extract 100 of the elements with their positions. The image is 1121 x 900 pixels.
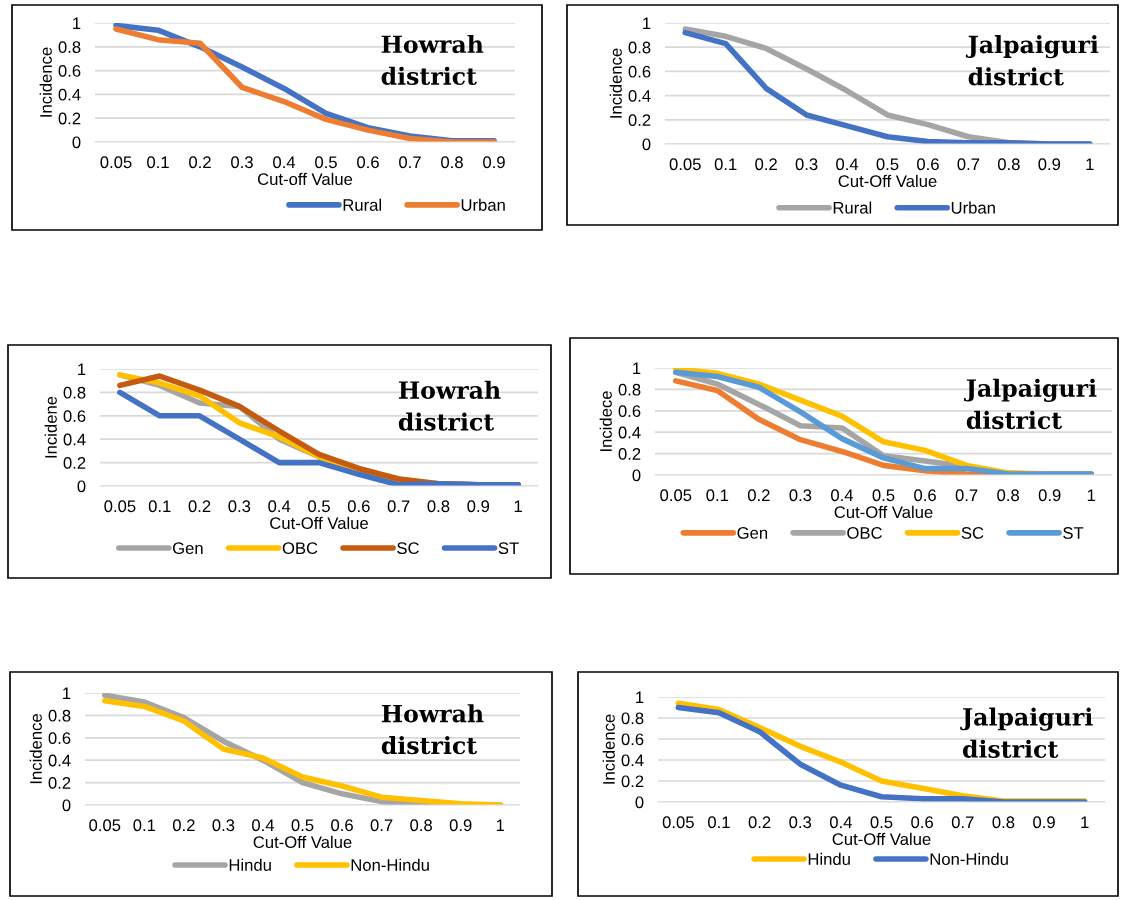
x-tick-label: 0.8 <box>441 156 463 169</box>
x-tick-label: 0.2 <box>189 156 211 169</box>
x-tick-label: 0.4 <box>831 489 854 502</box>
x-axis-title: Cut-off Value <box>257 172 353 186</box>
x-tick-label: 0.1 <box>148 500 171 513</box>
x-tick-label: 0.3 <box>789 816 812 829</box>
legend-label: ST <box>498 542 519 555</box>
x-tick-label: 0.2 <box>755 158 777 171</box>
x-tick-label: 0.05 <box>104 500 136 513</box>
x-tick-label: 1 <box>496 819 505 831</box>
x-tick-label: 0.5 <box>872 489 895 502</box>
x-tick-label: 0.1 <box>133 819 156 832</box>
legend-label: OBC <box>847 527 882 539</box>
y-axis-title: Incidence <box>602 714 615 784</box>
y-tick-label: 1 <box>73 17 81 30</box>
x-tick-label: 0.1 <box>714 158 737 171</box>
x-tick-label: 0.4 <box>836 158 859 171</box>
x-tick-label: 0.6 <box>917 158 939 171</box>
y-tick-label: 0.4 <box>621 754 644 767</box>
y-tick-label: 1 <box>633 362 641 375</box>
x-tick-label: 0.8 <box>997 489 1019 502</box>
x-tick-label: 0.8 <box>427 500 450 513</box>
y-tick-label: 0.2 <box>628 114 651 126</box>
y-tick-label: 0 <box>72 136 81 149</box>
x-tick-label: 0.5 <box>870 816 893 829</box>
legend-label: Non-Hindu <box>351 858 429 871</box>
y-tick-label: 0.6 <box>628 65 651 78</box>
legend-label: Hindu <box>229 858 271 871</box>
y-tick-label: 0.2 <box>48 777 71 789</box>
y-tick-label: 0.4 <box>48 754 71 767</box>
x-tick-label: 1 <box>1081 816 1089 828</box>
x-tick-label: 0.8 <box>410 819 432 832</box>
x-tick-label: 0.7 <box>957 158 980 171</box>
text: Jalpaiguri district <box>964 378 1097 430</box>
y-tick-label: 1 <box>78 363 86 376</box>
x-tick-label: 0.6 <box>911 816 933 829</box>
x-tick-label: 0.8 <box>997 158 1020 171</box>
y-tick-label: 0.4 <box>63 433 86 446</box>
y-axis-title: Incidece <box>599 391 612 451</box>
y-axis-title: Incidence <box>29 714 42 784</box>
legend-label: Urban <box>461 198 505 211</box>
legend-label: Non-Hindu <box>930 852 1008 866</box>
x-tick-label: 0.9 <box>1038 489 1061 502</box>
x-tick-label: 0.05 <box>100 156 132 169</box>
y-axis-title: Incidene <box>44 396 57 458</box>
x-tick-label: 0.5 <box>876 158 899 171</box>
x-tick-label: 0.4 <box>273 156 296 169</box>
x-tick-label: 0.9 <box>483 156 505 169</box>
x-tick-label: 0.7 <box>370 819 393 832</box>
x-tick-label: 0.5 <box>315 156 337 169</box>
x-tick-label: 1 <box>1087 489 1096 501</box>
text: Howrah district <box>381 704 484 755</box>
y-tick-label: 0.4 <box>58 88 81 101</box>
legend-label: SC <box>397 542 419 555</box>
legend-label: Rural <box>343 198 382 211</box>
text: Howrah district <box>381 34 484 85</box>
x-tick-label: 1 <box>514 500 522 512</box>
x-tick-label: 0.9 <box>1038 158 1061 171</box>
y-tick-label: 0.4 <box>628 90 651 102</box>
x-tick-label: 0.5 <box>291 819 314 832</box>
x-axis-title: Cut-Off Value <box>253 835 352 849</box>
text: Jalpaiguri district <box>960 707 1093 758</box>
y-tick-label: 0 <box>77 480 86 493</box>
y-tick-label: 0.2 <box>58 112 81 125</box>
x-tick-label: 0.3 <box>789 489 812 502</box>
legend-label: Urban <box>951 201 995 214</box>
x-tick-label: 0.1 <box>706 489 729 502</box>
x-axis-title: Cut-Off Value <box>832 832 931 846</box>
x-tick-label: 0.7 <box>955 489 978 502</box>
x-tick-label: 0.6 <box>914 489 936 502</box>
y-tick-label: 1 <box>636 691 644 704</box>
legend-label: Hindu <box>808 852 850 866</box>
y-tick-label: 0.2 <box>621 775 644 788</box>
x-tick-label: 0.2 <box>747 489 770 502</box>
x-tick-label: 0.9 <box>449 819 472 832</box>
y-axis-title: Incidence <box>609 48 622 118</box>
x-tick-label: 0.1 <box>708 816 730 829</box>
text: Howrah district <box>398 380 501 431</box>
x-tick-label: 0.4 <box>268 500 291 513</box>
x-tick-label: 0.4 <box>252 819 275 832</box>
y-tick-label: 0.6 <box>48 732 71 744</box>
x-tick-label: 0.05 <box>89 819 121 832</box>
legend-label: Gen <box>172 542 203 555</box>
x-tick-label: 0.7 <box>387 500 410 513</box>
y-tick-label: 0.2 <box>618 448 641 460</box>
x-tick-label: 0.7 <box>951 816 974 829</box>
y-tick-label: 1 <box>63 687 71 700</box>
x-tick-label: 0.2 <box>188 500 211 513</box>
x-tick-label: 0.1 <box>147 156 169 169</box>
x-tick-label: 0.05 <box>660 489 692 502</box>
x-tick-label: 0.9 <box>1033 816 1055 829</box>
y-tick-label: 0.6 <box>58 65 81 77</box>
y-tick-label: 0 <box>632 469 641 482</box>
legend-label: SC <box>961 527 984 539</box>
y-tick-label: 0.4 <box>618 426 641 439</box>
y-tick-label: 0.8 <box>621 712 644 725</box>
y-tick-label: 0 <box>62 799 71 812</box>
x-tick-label: 0.2 <box>172 819 195 832</box>
legend-label: OBC <box>282 542 318 555</box>
legend-label: Rural <box>833 201 872 214</box>
